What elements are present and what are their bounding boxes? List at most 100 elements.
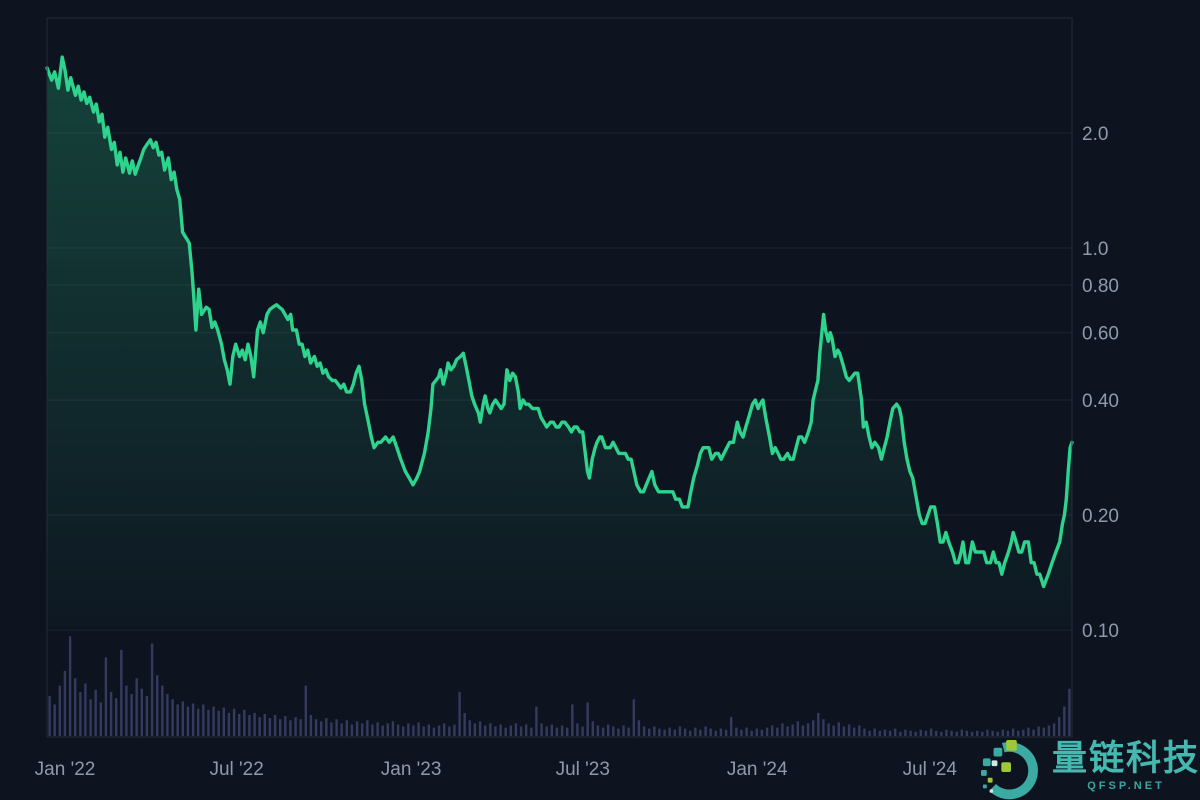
volume-bar (284, 716, 287, 736)
volume-bar (673, 729, 676, 736)
volume-bar (181, 701, 184, 736)
volume-bar (632, 699, 635, 737)
volume-bar (683, 728, 687, 736)
x-tick-label: Jan '23 (381, 759, 442, 780)
volume-bar (150, 643, 154, 736)
volume-bar (79, 691, 82, 736)
y-tick-label: 0.60 (1082, 324, 1119, 345)
volume-bar (422, 726, 425, 736)
volume-bar (453, 724, 456, 737)
volume-bar (847, 724, 851, 737)
volume-bar (607, 724, 610, 737)
volume-bar (227, 712, 231, 736)
volume-bar (622, 725, 625, 736)
volume-bar (878, 730, 881, 737)
volume-bar (84, 683, 87, 736)
y-tick-label: 0.40 (1082, 391, 1119, 412)
price-area-fill (47, 57, 1072, 628)
volume-bar (678, 726, 682, 736)
volume-bar (412, 725, 415, 736)
volume-bar (986, 729, 989, 736)
volume-bar (437, 725, 441, 736)
y-tick-label: 2.0 (1082, 124, 1108, 145)
volume-bar (478, 721, 482, 736)
volume-bar (366, 720, 369, 737)
plot-hover-area[interactable] (47, 18, 1072, 737)
volume-bar (499, 724, 502, 737)
volume-bar (637, 720, 641, 737)
volume-bar (1027, 727, 1030, 736)
volume-bar (504, 727, 507, 736)
price-area (47, 57, 1072, 628)
volume-bar (699, 729, 702, 736)
volume-bar (929, 728, 933, 736)
volume-bar (145, 696, 149, 736)
volume-bar (858, 725, 861, 736)
volume-bar (299, 719, 302, 736)
volume-bar (760, 729, 764, 736)
volume-bar (909, 730, 912, 737)
volume-bar (125, 685, 128, 736)
volume-bar (555, 727, 559, 736)
volume-bar (1006, 730, 1010, 737)
volume-bar (853, 727, 856, 736)
volume-bar (612, 726, 615, 736)
volume-bar (140, 688, 143, 737)
volume-bar (509, 725, 512, 736)
volume-bar (176, 704, 179, 736)
volume-bar (981, 731, 984, 736)
volume-bar (745, 727, 748, 736)
volume-bar (309, 715, 313, 736)
volume-bar (355, 721, 359, 736)
volume-bar (222, 707, 225, 736)
volume-bar (970, 731, 974, 736)
volume-bar (1001, 729, 1004, 736)
volume-bar (950, 730, 953, 737)
volume-bar (109, 691, 113, 736)
volume-bar (801, 725, 805, 736)
volume-bar (253, 712, 256, 736)
volume-bars (48, 636, 1071, 737)
volume-bar (904, 729, 907, 736)
volume-bar (765, 727, 769, 736)
volume-bar (591, 721, 594, 736)
volume-bar (263, 714, 266, 737)
volume-bar (320, 721, 323, 736)
volume-bar (68, 636, 72, 737)
volume-bar (842, 726, 846, 736)
plot-border (46, 17, 1073, 738)
y-tick-label: 0.80 (1082, 276, 1119, 297)
volume-bar (827, 723, 830, 736)
volume-bar (494, 726, 497, 736)
y-axis-labels: 2.0 1.0 0.80 0.60 0.40 0.20 0.10 (1082, 124, 1119, 642)
volume-bar (771, 725, 774, 736)
y-tick-label: 0.20 (1082, 506, 1119, 527)
volume-bar (519, 726, 523, 736)
volume-bar (653, 726, 656, 736)
y-tick-label: 0.10 (1082, 621, 1119, 642)
volume-bar (694, 727, 697, 736)
volume-bar (648, 728, 651, 736)
volume-bar (232, 708, 236, 736)
volume-bar (458, 691, 461, 736)
volume-bar (1047, 725, 1051, 736)
volume-bar (417, 722, 420, 737)
volume-bar (443, 723, 446, 736)
volume-bar (273, 715, 277, 736)
volume-bar (407, 723, 410, 736)
volume-bar (940, 731, 943, 736)
volume-bar (386, 723, 389, 736)
volume-bar (207, 709, 210, 737)
volume-bar (371, 724, 374, 737)
volume-bar (1022, 729, 1025, 736)
volume-bar (863, 728, 866, 736)
volume-bar (514, 723, 518, 736)
volume-bar (571, 704, 574, 736)
volume-bar (58, 685, 61, 736)
volume-bar (586, 702, 589, 736)
volume-bar (945, 729, 948, 736)
volume-bar (566, 727, 569, 736)
volume-bar (560, 725, 564, 736)
volume-bar (217, 710, 220, 736)
